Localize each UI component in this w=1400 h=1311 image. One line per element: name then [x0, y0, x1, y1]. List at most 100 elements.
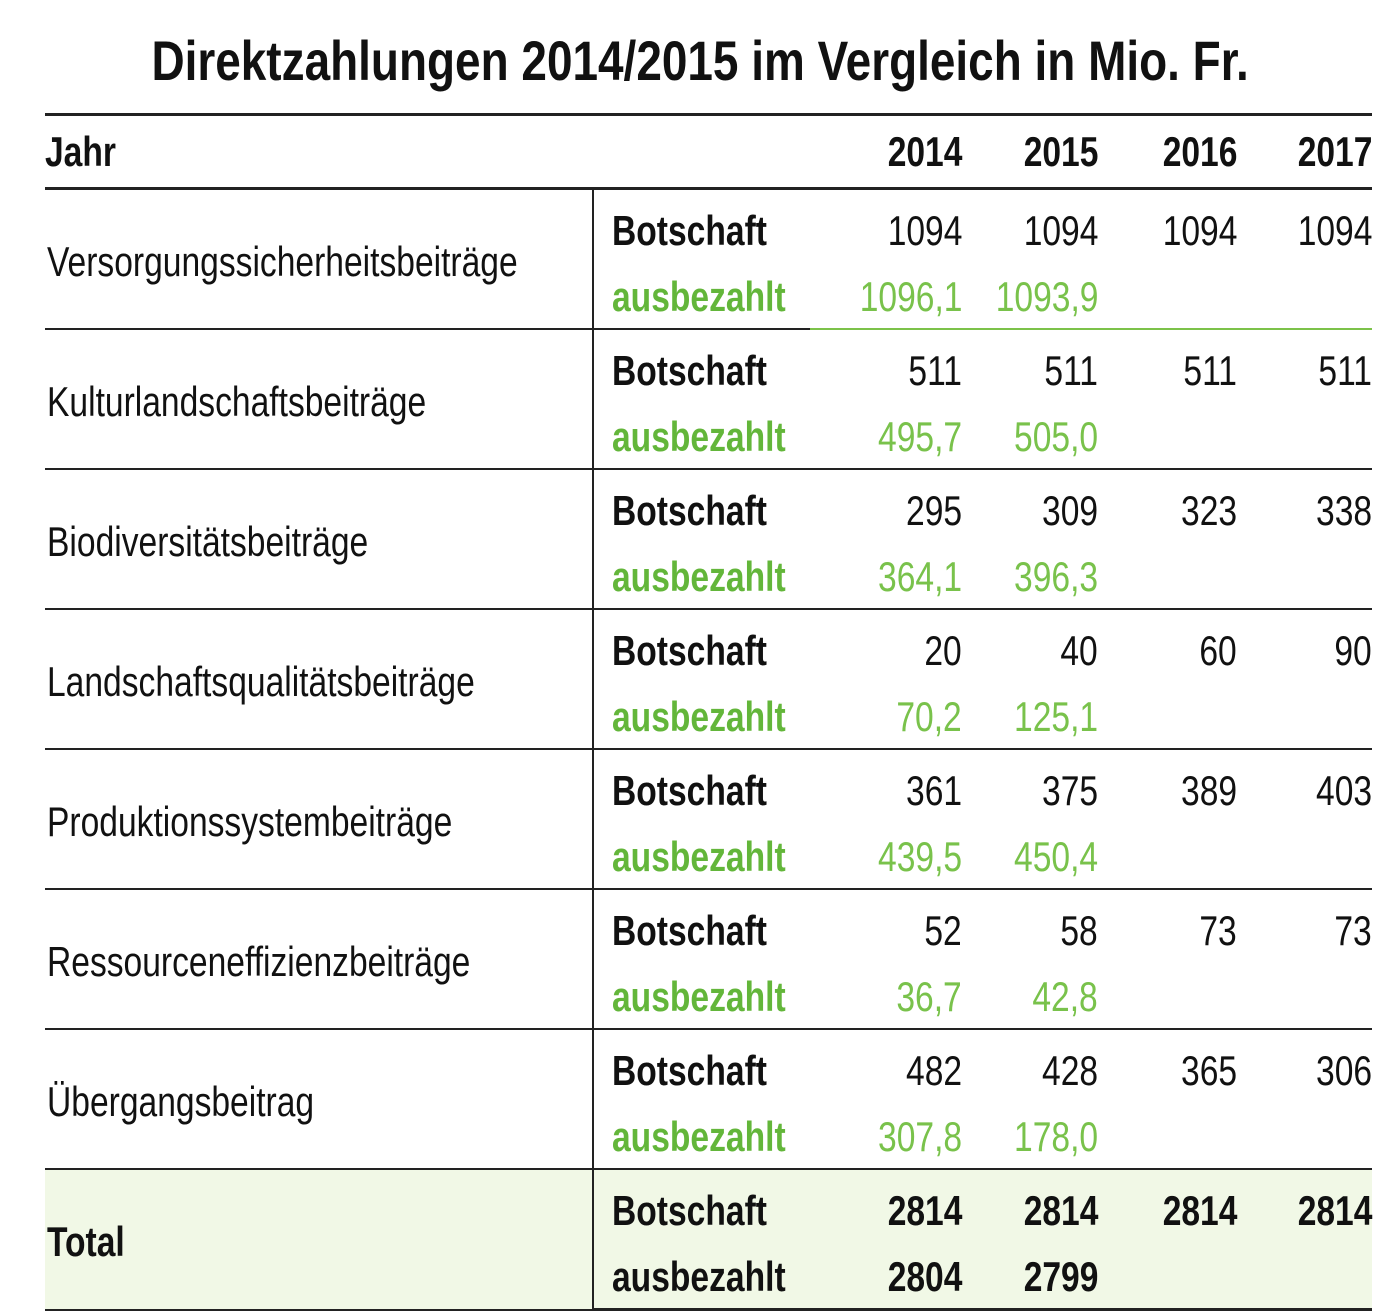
botschaft-value: 2814: [1098, 1169, 1237, 1246]
botschaft-value: 389: [1098, 749, 1237, 826]
ausbezahlt-value: 42,8: [962, 966, 1098, 1030]
cell-text: Direktzahlungen 2014/2015 im Vergleich i…: [151, 29, 1249, 92]
header-label: Jahr: [45, 113, 810, 190]
botschaft-value: 295: [810, 469, 962, 546]
total-row-botschaft: Total Botschaft 2814 2814 2814 2814: [45, 1169, 1372, 1311]
category-label: Versorgungssicherheitsbeiträge: [45, 188, 594, 330]
ausbezahlt-label: ausbezahlt: [593, 966, 810, 1030]
cell-text: 2814: [1297, 1187, 1372, 1234]
ausbezahlt-value: 2799: [962, 1246, 1098, 1311]
cell-text: 361: [905, 767, 962, 814]
ausbezahlt-value: 505,0: [962, 406, 1098, 470]
cell-text: Produktionssystembeiträge: [47, 798, 453, 845]
ausbezahlt-value: [1098, 266, 1237, 330]
cell-text: Jahr: [45, 127, 116, 175]
table-row-botschaft: Kulturlandschaftsbeiträge Botschaft 511 51…: [45, 329, 1372, 470]
botschaft-value: 73: [1237, 889, 1372, 966]
table-row-ausbezahlt: ausbezahlt 364,1 396,3: [45, 546, 1372, 610]
cell-text: 511: [1318, 347, 1372, 394]
cell-text: 505,0: [1013, 413, 1098, 460]
ausbezahlt-value: [1098, 546, 1237, 610]
cell-text: 2017: [1297, 127, 1372, 175]
cell-text: 2814: [1023, 1187, 1098, 1234]
cell-text: 1093,9: [995, 273, 1098, 320]
cell-text: 36,7: [896, 973, 962, 1020]
cell-text: ausbezahlt: [612, 1113, 786, 1160]
cell-text: 511: [1183, 347, 1237, 394]
header-year: 2017: [1237, 113, 1372, 190]
cell-text: Total: [47, 1218, 125, 1266]
ausbezahlt-value: [1237, 546, 1372, 610]
cell-text: 1094: [1162, 207, 1237, 254]
ausbezahlt-value: 125,1: [962, 686, 1098, 750]
botschaft-value: 361: [810, 749, 962, 826]
header-year: 2014: [810, 113, 962, 190]
direct-payments-table: Jahr 2014 2015 2016 2017 Versorgungssich…: [45, 113, 1372, 1311]
botschaft-value: 365: [1098, 1029, 1237, 1106]
ausbezahlt-label: ausbezahlt: [593, 1106, 810, 1170]
cell-text: 428: [1041, 1047, 1098, 1094]
cell-text: 2014: [887, 127, 962, 175]
ausbezahlt-value: 495,7: [810, 406, 962, 470]
cell-text: 178,0: [1013, 1113, 1098, 1160]
botschaft-value: 428: [962, 1029, 1098, 1106]
botschaft-value: 40: [962, 609, 1098, 686]
cell-text: Botschaft: [612, 627, 767, 674]
botschaft-value: 2814: [1237, 1169, 1372, 1246]
cell-text: 2799: [1023, 1253, 1098, 1300]
ausbezahlt-label: ausbezahlt: [593, 1246, 810, 1311]
ausbezahlt-value: [1237, 1246, 1372, 1311]
botschaft-value: 323: [1098, 469, 1237, 546]
cell-text: 396,3: [1013, 553, 1098, 600]
cell-text: 295: [905, 487, 962, 534]
cell-text: 70,2: [896, 693, 962, 740]
cell-text: Botschaft: [612, 207, 767, 254]
botschaft-value: 73: [1098, 889, 1237, 966]
cell-text: 40: [1060, 627, 1098, 674]
cell-text: 2016: [1162, 127, 1237, 175]
cell-text: Versorgungssicherheitsbeiträge: [47, 238, 518, 285]
cell-text: 2015: [1023, 127, 1098, 175]
botschaft-label: Botschaft: [593, 1029, 810, 1106]
category-label: Übergangsbeitrag: [45, 1029, 594, 1170]
cell-text: Übergangsbeitrag: [47, 1078, 315, 1125]
botschaft-label: Botschaft: [593, 329, 810, 406]
cell-text: 309: [1041, 487, 1098, 534]
cell-text: ausbezahlt: [612, 553, 786, 600]
cell-text: 42,8: [1032, 973, 1098, 1020]
cell-text: 511: [1044, 347, 1098, 394]
ausbezahlt-value: [1098, 406, 1237, 470]
ausbezahlt-value: [1098, 826, 1237, 890]
ausbezahlt-value: [1098, 1246, 1237, 1311]
cell-text: ausbezahlt: [612, 973, 786, 1020]
ausbezahlt-value: 1096,1: [810, 266, 962, 330]
ausbezahlt-value: 2804: [810, 1246, 962, 1311]
category-label: Landschaftsqualitätsbeiträge: [45, 609, 594, 750]
botschaft-value: 338: [1237, 469, 1372, 546]
botschaft-label: Botschaft: [593, 469, 810, 546]
table-row-ausbezahlt: ausbezahlt 36,7 42,8: [45, 966, 1372, 1030]
cell-text: Botschaft: [612, 1187, 767, 1234]
ausbezahlt-value: [1237, 1106, 1372, 1170]
cell-text: Botschaft: [612, 1047, 767, 1094]
cell-text: 365: [1180, 1047, 1237, 1094]
cell-text: 73: [1334, 907, 1372, 954]
table-row-ausbezahlt: ausbezahlt 70,2 125,1: [45, 686, 1372, 750]
cell-text: Botschaft: [612, 347, 767, 394]
cell-text: 511: [908, 347, 962, 394]
cell-text: 2804: [887, 1253, 962, 1300]
ausbezahlt-value: 450,4: [962, 826, 1098, 890]
category-label: Produktionssystembeiträge: [45, 749, 594, 890]
cell-text: 439,5: [877, 833, 962, 880]
category-label: Biodiversitätsbeiträge: [45, 469, 594, 610]
botschaft-label: Botschaft: [593, 609, 810, 686]
cell-text: 20: [924, 627, 962, 674]
ausbezahlt-label: ausbezahlt: [593, 546, 810, 610]
botschaft-label: Botschaft: [593, 889, 810, 966]
cell-text: ausbezahlt: [612, 413, 786, 460]
cell-text: Botschaft: [612, 907, 767, 954]
table-title: Direktzahlungen 2014/2015 im Vergleich i…: [0, 28, 1400, 93]
ausbezahlt-label: ausbezahlt: [593, 686, 810, 750]
cell-text: 450,4: [1013, 833, 1098, 880]
ausbezahlt-value: 307,8: [810, 1106, 962, 1170]
